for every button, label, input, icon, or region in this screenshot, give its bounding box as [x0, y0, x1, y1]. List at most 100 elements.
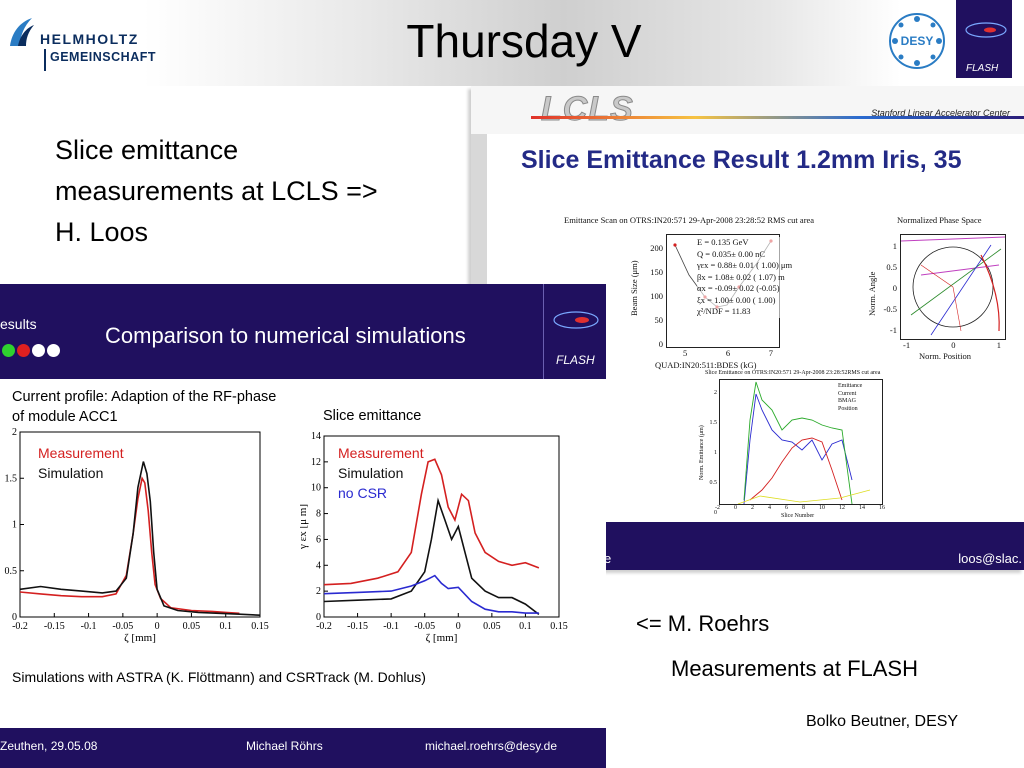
legend-label: Measurement	[338, 445, 424, 461]
current-profile-chart: -0.2 -0.15 -0.1 -0.05 0 0.05 0.1 0.15 0 0.5 1 1.5 2 ζ…	[5, 427, 269, 644]
lcls-slice-xtick: 14	[859, 505, 865, 511]
lcls-slice-xlabel: Slice Number	[781, 513, 815, 519]
lcls-slice-xtick: 8	[802, 505, 805, 511]
lcls-slice-xtick: -2	[715, 505, 720, 511]
scan-xlabel: QUAD:IN20:511:BDES (kG)	[655, 360, 757, 370]
legend-label: Measurement	[38, 445, 124, 461]
x-tick-label: -0.15	[44, 621, 65, 632]
slide-header	[0, 0, 1024, 86]
scan-plot-frame: E = 0.135 GeV Q = 0.035± 0.00 nC γεx = 0…	[666, 234, 793, 348]
lcls-slice-title: Slice Emittance on OTRS:IN20:571 29-Apr-…	[705, 370, 881, 376]
y-tick-label: 0	[316, 612, 321, 623]
scan-param: γεx = 0.88± 0.01 ( 1.00) μm	[697, 260, 793, 270]
scan-param: Q = 0.035± 0.00 nC	[697, 248, 766, 259]
flash-slide-title: Comparison to numerical simulations	[105, 323, 466, 348]
series-line	[323, 497, 540, 616]
lcls-slice-xtick: 6	[785, 505, 788, 511]
phase-xtick: 0	[951, 340, 956, 350]
y-tick-label: 2	[316, 586, 321, 597]
phase-ytick: 0.5	[886, 262, 897, 272]
helmholtz-name: HELMHOLTZ	[40, 31, 139, 47]
lcls-slice-xtick: 12	[839, 505, 845, 511]
phase-ylabel: Norm. Angle	[867, 271, 877, 316]
roehrs-pointer: <= M. Roehrs	[636, 611, 770, 636]
flash-swirl-icon	[553, 311, 599, 329]
lcls-slice-xtick: 4	[768, 505, 771, 511]
lcls-legend-item: BMAG	[838, 398, 857, 404]
lcls-slice-ytick: 1.5	[709, 420, 718, 426]
y-tick-label: 6	[316, 534, 321, 545]
footer-date: Zeuthen, 29.05.08	[0, 739, 98, 753]
progress-dot	[47, 344, 60, 357]
x-tick-label: 0	[456, 621, 461, 632]
x-axis-label: ζ [mm]	[426, 632, 458, 644]
progress-dots	[2, 344, 60, 357]
simulation-note: Simulations with ASTRA (K. Flöttmann) an…	[12, 669, 426, 685]
x-tick-label: -0.2	[316, 621, 332, 632]
slice-emittance-chart: -0.2 -0.15 -0.1 -0.05 0 0.05 0.1 0.15 0 2 4 6 8 10 12 1…	[300, 431, 568, 644]
lcls-slice-ytick: 0.5	[709, 480, 718, 486]
scan-param: E = 0.135 GeV	[697, 237, 749, 247]
x-tick-label: -0.1	[383, 621, 399, 632]
legend-label: no CSR	[338, 485, 387, 501]
lcls-footer-left: e	[604, 551, 612, 566]
x-tick-label: -0.1	[81, 621, 97, 632]
lcls-header-line	[531, 116, 1024, 119]
scan-xticks: 5 6 7	[683, 348, 773, 358]
flash-footer	[0, 728, 606, 768]
x-tick-label: 0.15	[550, 621, 568, 632]
footer-author: Michael Röhrs	[246, 739, 323, 753]
phase-ytick: 1	[892, 241, 897, 251]
y-tick-label: 14	[311, 431, 321, 442]
intro-line: H. Loos	[55, 217, 149, 247]
helmholtz-divider	[44, 49, 46, 71]
scan-param: ξx = 1.00± 0.00 ( 1.00)	[697, 294, 776, 305]
phase-xticks: -1 0 1	[903, 340, 1001, 350]
desy-logo-icon: DESY	[889, 13, 945, 69]
lcls-slice-ytick: 0	[714, 510, 717, 516]
desy-logo: DESY	[886, 10, 948, 72]
scan-param: αx = -0.09± 0.02 (-0.05)	[697, 283, 780, 293]
y-tick-label: 12	[311, 457, 321, 468]
series-line	[323, 574, 539, 614]
scan-ylabel: Beam Size (μm)	[629, 260, 639, 316]
flash-swirl-icon	[965, 22, 1007, 38]
phase-plot-drawing	[900, 236, 1006, 336]
scan-xtick: 7	[768, 348, 773, 358]
y-tick-label: 8	[316, 509, 321, 520]
y-tick-label: 2	[12, 427, 17, 438]
author-credit: Bolko Beutner, DESY	[806, 713, 959, 730]
phase-plot-frame	[900, 234, 1006, 340]
lcls-legend-item: Position	[838, 405, 858, 412]
scan-xtick: 6	[725, 348, 731, 358]
x-tick-label: -0.15	[347, 621, 368, 632]
flash-slide-header	[0, 284, 606, 379]
intro-line: Slice emittance	[55, 135, 239, 165]
lcls-slice-xtick: 0	[734, 505, 737, 511]
desy-logo-text: DESY	[901, 34, 934, 48]
lcls-slice-xtick: 16	[879, 505, 885, 511]
y-tick-label: 1	[12, 520, 17, 531]
lcls-slice-lines	[737, 381, 871, 505]
scan-plot-title: Emittance Scan on OTRS:IN20:571 29-Apr-2…	[564, 215, 815, 225]
phase-ytick: -0.5	[883, 304, 897, 314]
scan-yticks: 200 150 100 50 0	[649, 236, 663, 356]
y-tick-label: 0.5	[5, 566, 18, 577]
x-tick-label: -0.2	[12, 621, 28, 632]
lcls-slice-ylabel: Norm. Emittance (μm)	[699, 425, 705, 480]
intro-line: measurements at LCLS =>	[55, 176, 378, 206]
series-line	[19, 461, 261, 616]
x-tick-label: 0.05	[483, 621, 501, 632]
lcls-logo: LCLS	[541, 90, 634, 129]
x-tick-label: 0.1	[219, 621, 232, 632]
lcls-slice-legend: Emittance Current BMAG Position	[838, 383, 862, 413]
y-tick-label: 0	[12, 612, 17, 623]
scan-ytick: 150	[650, 267, 663, 277]
legend-label: Simulation	[338, 465, 403, 481]
flash-logo-text: FLASH	[966, 63, 999, 74]
helmholtz-logo-icon	[10, 18, 34, 46]
lcls-footer-email: loos@slac.	[958, 551, 1022, 566]
measurements-caption: Measurements at FLASH	[671, 656, 918, 681]
x-tick-label: 0	[155, 621, 160, 632]
y-tick-label: 10	[311, 483, 321, 494]
